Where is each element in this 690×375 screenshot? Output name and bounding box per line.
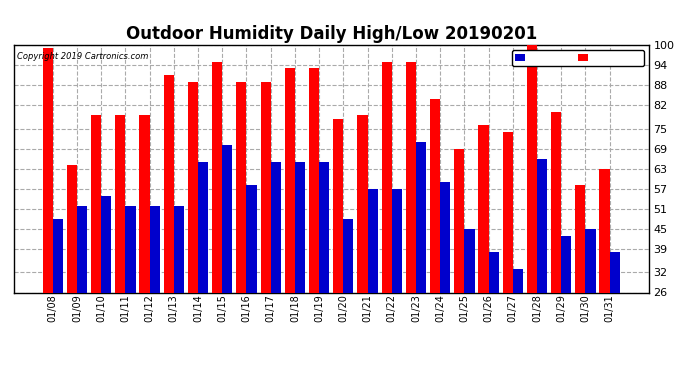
Bar (43, 48, 53, 292)
Bar (236, 82, 246, 292)
Bar (454, 148, 464, 292)
Bar (67, 165, 77, 292)
Legend: Low  (%), High  (%): Low (%), High (%) (512, 50, 644, 66)
Bar (464, 229, 475, 292)
Bar (126, 206, 136, 292)
Bar (368, 189, 377, 292)
Bar (212, 62, 222, 292)
Bar (416, 142, 426, 292)
Bar (382, 62, 392, 292)
Bar (526, 45, 537, 292)
Bar (91, 115, 101, 292)
Bar (392, 189, 402, 292)
Bar (406, 62, 416, 292)
Bar (115, 115, 126, 292)
Text: Copyright 2019 Cartronics.com: Copyright 2019 Cartronics.com (17, 53, 148, 62)
Bar (357, 115, 368, 292)
Bar (246, 186, 257, 292)
Bar (609, 252, 620, 292)
Bar (561, 236, 571, 292)
Bar (575, 186, 585, 292)
Bar (150, 206, 160, 292)
Bar (101, 195, 111, 292)
Bar (222, 146, 233, 292)
Bar (53, 219, 63, 292)
Bar (270, 162, 281, 292)
Bar (174, 206, 184, 292)
Bar (164, 75, 174, 292)
Bar (478, 125, 489, 292)
Bar (309, 68, 319, 292)
Bar (430, 99, 440, 292)
Bar (513, 269, 523, 292)
Bar (537, 159, 547, 292)
Bar (502, 132, 513, 292)
Title: Outdoor Humidity Daily High/Low 20190201: Outdoor Humidity Daily High/Low 20190201 (126, 26, 537, 44)
Bar (489, 252, 499, 292)
Bar (333, 118, 344, 292)
Bar (188, 82, 198, 292)
Bar (319, 162, 329, 292)
Bar (198, 162, 208, 292)
Bar (77, 206, 87, 292)
Bar (585, 229, 595, 292)
Bar (139, 115, 150, 292)
Bar (551, 112, 561, 292)
Bar (440, 182, 451, 292)
Bar (600, 169, 609, 292)
Bar (261, 82, 270, 292)
Bar (344, 219, 353, 292)
Bar (295, 162, 305, 292)
Bar (285, 68, 295, 292)
